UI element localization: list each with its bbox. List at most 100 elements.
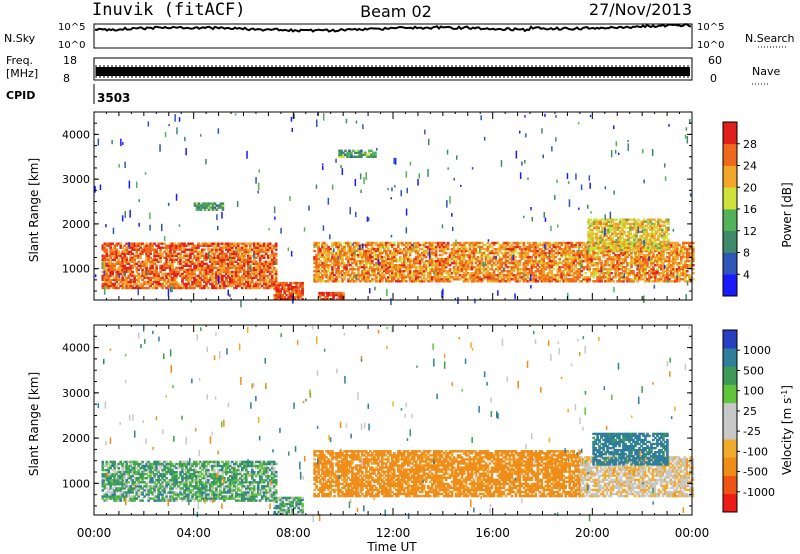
heatmap-cell [183, 268, 186, 272]
heatmap-cell [163, 274, 166, 278]
heatmap-cell [472, 280, 476, 283]
heatmap-cell [331, 245, 334, 249]
heatmap-cell [227, 270, 230, 274]
heatmap-cell [633, 226, 636, 229]
heatmap-cell [333, 280, 336, 283]
heatmap-cell [335, 245, 338, 249]
heatmap-cell [602, 278, 605, 281]
heatmap-cell [444, 280, 448, 283]
heatmap-cell [682, 270, 685, 273]
heatmap-cell [109, 252, 112, 255]
heatmap-cell [632, 280, 635, 283]
heatmap-cell [107, 266, 111, 270]
heatmap-cell [177, 246, 180, 249]
heatmap-cell [231, 258, 234, 261]
heatmap-cell [674, 247, 677, 251]
heatmap-cell [335, 280, 338, 283]
heatmap-cell [644, 264, 647, 267]
heatmap-cell [189, 260, 192, 263]
heatmap-cell [299, 291, 302, 295]
heatmap-cell [601, 246, 604, 250]
heatmap-cell [530, 280, 534, 283]
heatmap-cell [407, 268, 410, 271]
heatmap-cell [217, 260, 220, 263]
heatmap-cell [596, 276, 599, 279]
heatmap-cell [468, 268, 472, 271]
heatmap-cell [281, 283, 284, 287]
heatmap-cell [504, 259, 508, 263]
heatmap-cell [410, 272, 414, 275]
heatmap-cell [275, 285, 278, 289]
heatmap-cell [325, 274, 328, 277]
heatmap-cell [332, 298, 335, 301]
heatmap-cell [504, 264, 508, 267]
heatmap-cell [183, 246, 186, 249]
heatmap-cell [408, 266, 412, 269]
heatmap-cell [221, 286, 224, 290]
heatmap-cell [297, 289, 300, 293]
heatmap-cell [121, 274, 124, 278]
heatmap-cell [264, 262, 268, 265]
heatmap-cell [131, 260, 134, 263]
heatmap-cell [329, 259, 332, 263]
heatmap-cell [546, 272, 550, 275]
heatmap-cell [223, 286, 226, 290]
heatmap-cell [426, 272, 430, 275]
heatmap-cell [211, 282, 214, 286]
heatmap-cell [666, 274, 669, 277]
heatmap-cell [185, 284, 188, 288]
heatmap-cell [347, 264, 350, 267]
heatmap-cell [452, 268, 456, 271]
heatmap-cell [407, 241, 410, 245]
heatmap-cell [268, 262, 272, 265]
heatmap-cell [578, 255, 581, 259]
heatmap-cell [640, 266, 643, 269]
heatmap-cell [619, 220, 622, 223]
heatmap-cell [264, 264, 268, 267]
heatmap-cell [594, 251, 597, 255]
heatmap-cell [660, 266, 663, 269]
heatmap-cell [548, 280, 552, 283]
heatmap-cell [249, 272, 252, 276]
heatmap-cell [540, 249, 544, 253]
heatmap-cell [623, 226, 626, 229]
heatmap-cell [580, 266, 583, 269]
heatmap-cell [668, 259, 671, 263]
heatmap-cell [203, 258, 206, 261]
heatmap-cell [231, 262, 234, 265]
heatmap-cell [109, 282, 112, 286]
heatmap-cell [586, 280, 589, 283]
heatmap-cell [646, 255, 649, 259]
heatmap-cell [664, 266, 667, 269]
heatmap-cell [629, 232, 632, 235]
heatmap-cell [562, 253, 565, 257]
heatmap-cell [119, 278, 122, 282]
heatmap-cell [606, 274, 609, 277]
heatmap-cell [638, 278, 641, 281]
heatmap-cell [323, 266, 326, 269]
heatmap-cell [127, 268, 130, 272]
heatmap-cell [670, 268, 673, 271]
heatmap-cell [257, 244, 260, 247]
heatmap-cell [574, 278, 577, 281]
heatmap-cell [131, 256, 134, 259]
heatmap-cell [444, 257, 448, 261]
heatmap-cell [440, 266, 444, 269]
heatmap-cell [566, 247, 569, 251]
heatmap-cell [389, 280, 392, 283]
heatmap-cell [626, 255, 629, 259]
heatmap-cell [460, 247, 464, 251]
heatmap-cell [405, 253, 408, 257]
heatmap-cell [111, 248, 114, 251]
heatmap-cell [295, 294, 298, 297]
heatmap-cell [321, 262, 324, 265]
heatmap-cell [121, 282, 124, 286]
heatmap-cell [570, 278, 573, 281]
heatmap-cell [367, 251, 370, 255]
heatmap-cell [227, 280, 230, 284]
heatmap-cell [131, 284, 134, 288]
heatmap-cell [145, 252, 148, 255]
heatmap-cell [403, 259, 406, 263]
heatmap-cell [410, 276, 414, 279]
heatmap-cell [195, 256, 198, 259]
